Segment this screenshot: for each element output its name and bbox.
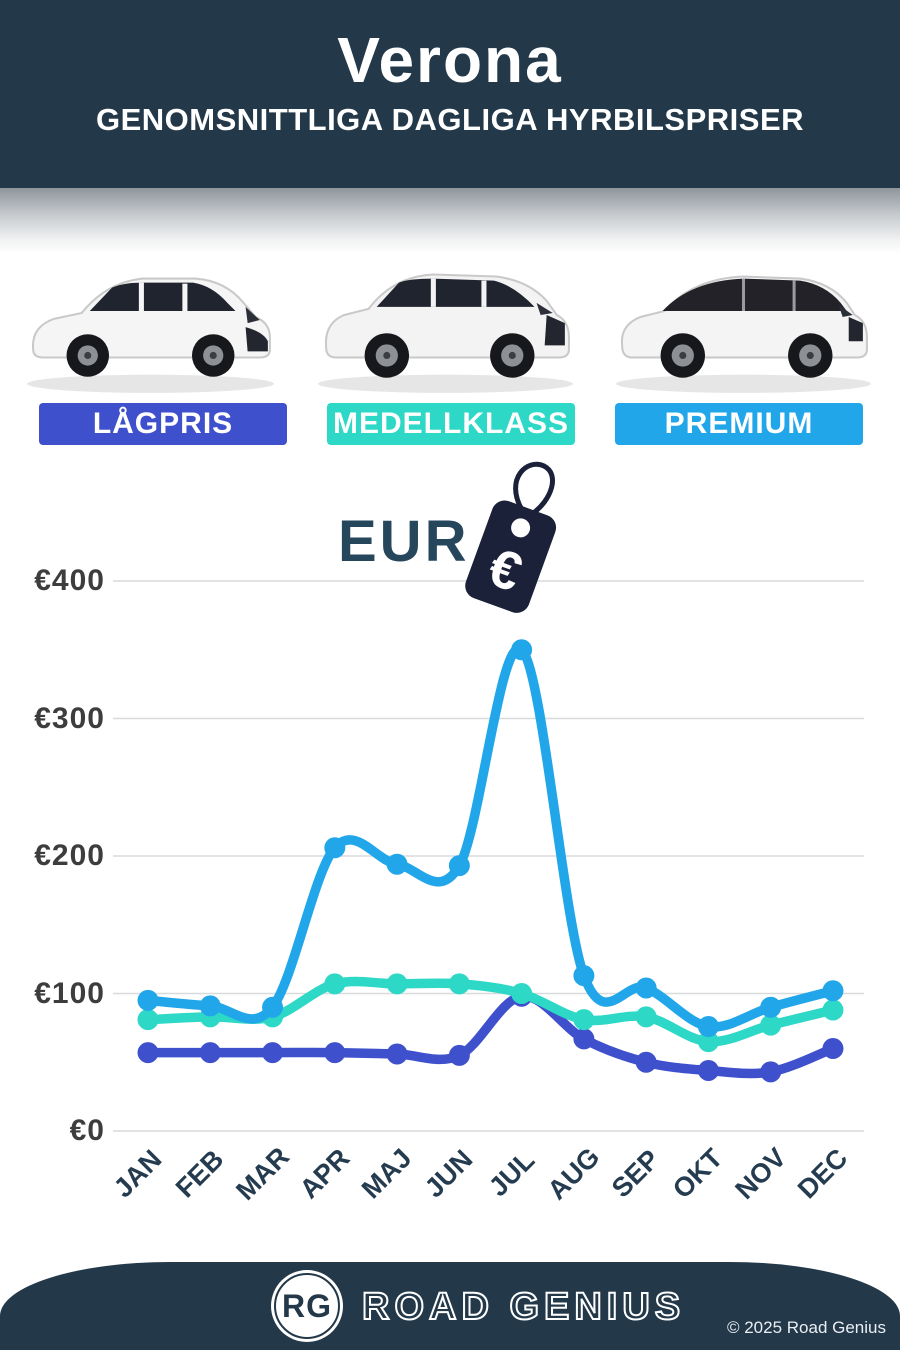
chart-dot-premium <box>760 996 782 1018</box>
chart-dot-premium <box>635 977 657 999</box>
category-pills: LÅGPRIS MEDELLKLASS PREMIUM <box>0 403 900 447</box>
chart-dot-lågpris <box>635 1051 657 1073</box>
chart-dot-premium <box>573 965 595 987</box>
category-pill-lågpris: LÅGPRIS <box>39 403 287 445</box>
chart-dot-premium <box>822 980 844 1002</box>
page-subtitle: GENOMSNITTLIGA DAGLIGA HYRBILSPRISER <box>95 102 805 137</box>
chart-dot-premium <box>386 853 408 875</box>
chart-dot-medellklass <box>511 983 533 1004</box>
y-axis-label: €300 <box>34 701 105 735</box>
category-pill-medellklass: MEDELLKLASS <box>327 403 575 445</box>
chart-dot-lågpris <box>386 1043 408 1065</box>
y-axis-label: €100 <box>34 976 105 1010</box>
chart-dot-lågpris <box>199 1042 221 1064</box>
chart-dot-premium <box>511 639 533 661</box>
price-line-chart <box>113 580 864 1132</box>
copyright-text: © 2025 Road Genius <box>726 1318 886 1337</box>
chart-dot-premium <box>324 837 346 859</box>
header-shadow-gradient <box>0 188 900 254</box>
chart-dot-lågpris <box>137 1042 159 1064</box>
chart-dot-medellklass <box>760 1014 782 1036</box>
header: Verona GENOMSNITTLIGA DAGLIGA HYRBILSPRI… <box>0 0 900 188</box>
chart-dot-medellklass <box>137 1009 159 1031</box>
premium-suv-car-icon <box>616 275 871 393</box>
chart-dot-lågpris <box>324 1042 346 1064</box>
chart-dot-lågpris <box>573 1028 595 1050</box>
chart-dot-medellklass <box>822 999 844 1021</box>
chart-dot-lågpris <box>822 1038 844 1059</box>
chart-dot-premium <box>448 855 470 877</box>
footer: RG ROAD GENIUS © 2025 Road Genius <box>0 1262 900 1350</box>
chart-dot-lågpris <box>448 1044 470 1066</box>
chart-dot-lågpris <box>697 1060 719 1081</box>
chart-dot-lågpris <box>760 1061 782 1083</box>
y-axis-label: €0 <box>69 1114 105 1147</box>
chart-dot-medellklass <box>635 1006 657 1028</box>
chart-dot-medellklass <box>697 1031 719 1053</box>
chart-dot-medellklass <box>324 973 346 995</box>
chart-dot-premium <box>137 989 159 1011</box>
series-line-premium <box>143 643 838 1032</box>
logo-initials: RG <box>282 1287 332 1324</box>
road-genius-logo-icon: RG <box>271 1270 343 1342</box>
chart-dot-premium <box>697 1016 719 1037</box>
y-axis-label: €200 <box>34 839 105 872</box>
chart-dot-medellklass <box>573 1009 595 1031</box>
chart-dot-medellklass <box>386 973 408 995</box>
series-line-medellklass <box>143 976 838 1047</box>
chart-dot-premium <box>262 996 284 1018</box>
chart-dot-premium <box>199 995 221 1017</box>
chart-dot-medellklass <box>448 973 470 995</box>
y-axis-label: €400 <box>34 564 105 597</box>
currency-section: EUR € <box>0 450 900 620</box>
cars-row <box>0 230 900 405</box>
midsize-suv-car-icon <box>318 273 573 393</box>
category-pill-premium: PREMIUM <box>615 403 863 445</box>
price-tag-icon: € <box>465 461 557 613</box>
chart-dot-lågpris <box>262 1042 284 1064</box>
page-title: Verona <box>337 24 563 96</box>
economy-hatchback-car-icon <box>27 277 274 393</box>
currency-label: EUR <box>338 509 470 574</box>
brand-name: ROAD GENIUS <box>361 1285 686 1329</box>
